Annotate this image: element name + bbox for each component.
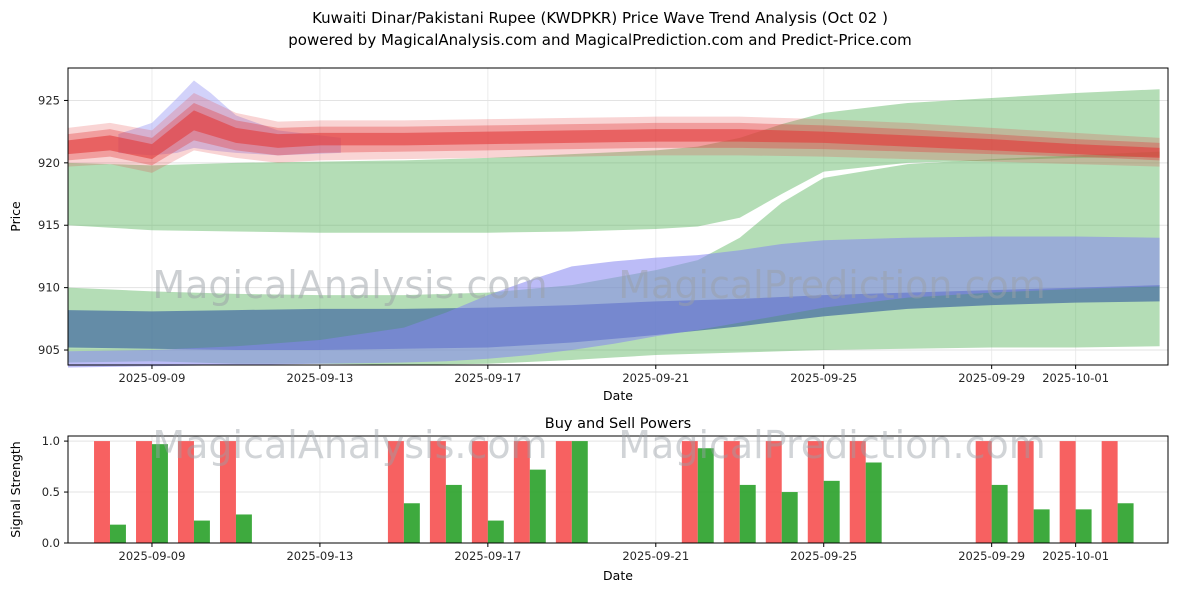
watermark-analysis: MagicalAnalysis.com bbox=[152, 263, 547, 307]
y-axis-label: Signal Strength bbox=[8, 441, 23, 537]
price-wave-chart: 905 910 915 920 925 2025-09-09 2025-09-13 2025-… bbox=[8, 67, 1169, 403]
buy-bar-2025-09-30 bbox=[1033, 509, 1050, 543]
figure-title: Kuwaiti Dinar/Pakistani Rupee (KWDPKR) P… bbox=[0, 8, 1200, 52]
sell-bar-2025-09-15 bbox=[387, 441, 404, 543]
x-tick-label: 2025-09-25 bbox=[790, 549, 857, 563]
sell-bar-2025-09-22 bbox=[681, 441, 698, 543]
buy-bar-2025-09-23 bbox=[739, 484, 756, 543]
buy-bar-2025-09-10 bbox=[193, 520, 210, 543]
buy-bar-2025-09-16 bbox=[445, 484, 462, 543]
x-axis-label: Date bbox=[603, 568, 633, 583]
x-tick-label: 2025-09-13 bbox=[286, 549, 353, 563]
sell-bar-2025-09-25 bbox=[807, 441, 824, 543]
x-tick-label: 2025-09-29 bbox=[958, 549, 1025, 563]
y-axis-label: Price bbox=[8, 201, 23, 232]
sell-bar-2025-09-19 bbox=[555, 441, 572, 543]
y-tick-label: 905 bbox=[38, 343, 60, 357]
band-red-inner bbox=[68, 110, 1160, 160]
band-periwinkle-forecast bbox=[68, 236, 1160, 368]
sell-bar-2025-09-29 bbox=[975, 441, 992, 543]
sell-bar-2025-09-08 bbox=[94, 441, 110, 543]
watermark-prediction: MagicalPrediction.com bbox=[618, 423, 1046, 467]
title-line-1: Kuwaiti Dinar/Pakistani Rupee (KWDPKR) P… bbox=[312, 9, 888, 27]
y-tick-label: 915 bbox=[38, 218, 60, 232]
buy-bar-2025-09-26 bbox=[865, 462, 882, 543]
buy-bar-2025-10-01 bbox=[1075, 509, 1092, 543]
x-tick-label: 2025-10-01 bbox=[1042, 549, 1109, 563]
sell-bar-2025-10-02 bbox=[1101, 441, 1118, 543]
sell-bar-2025-10-01 bbox=[1059, 441, 1076, 543]
watermark-analysis: MagicalAnalysis.com bbox=[152, 423, 547, 467]
sell-bar-2025-09-16 bbox=[429, 441, 446, 543]
band-green-upper bbox=[68, 89, 1160, 233]
buy-bar-2025-09-17 bbox=[487, 520, 504, 543]
x-tick-label: 2025-09-25 bbox=[790, 371, 857, 385]
x-tick-label: 2025-09-17 bbox=[454, 549, 521, 563]
buy-bar-2025-09-18 bbox=[529, 469, 546, 543]
x-tick-label: 2025-09-29 bbox=[958, 371, 1025, 385]
y-tick-label: 0.5 bbox=[42, 485, 60, 499]
buy-bar-2025-09-29 bbox=[991, 484, 1008, 543]
buy-bar-2025-09-25 bbox=[823, 480, 840, 543]
x-tick-label: 2025-09-09 bbox=[119, 371, 186, 385]
buy-bar-2025-09-09 bbox=[151, 444, 168, 543]
sell-bar-2025-09-17 bbox=[471, 441, 488, 543]
x-axis-label: Date bbox=[603, 388, 633, 403]
sell-bar-2025-09-26 bbox=[849, 441, 866, 543]
sell-bar-2025-09-10 bbox=[178, 441, 194, 543]
buy-bar-2025-09-19 bbox=[571, 441, 588, 543]
power-plot-frame bbox=[67, 435, 1169, 544]
x-tick-label: 2025-09-13 bbox=[286, 371, 353, 385]
sell-bar-2025-09-18 bbox=[513, 441, 530, 543]
buy-bar-2025-09-24 bbox=[781, 492, 798, 543]
x-tick-label: 2025-10-01 bbox=[1042, 371, 1109, 385]
sell-bar-2025-09-23 bbox=[723, 441, 740, 543]
buy-bar-2025-09-22 bbox=[697, 448, 714, 543]
buy-bar-2025-09-08 bbox=[109, 524, 126, 543]
x-tick-label: 2025-09-17 bbox=[454, 371, 521, 385]
buy-bar-2025-09-11 bbox=[235, 514, 252, 543]
y-tick-label: 1.0 bbox=[42, 434, 60, 448]
y-tick-label: 910 bbox=[38, 281, 60, 295]
sell-bar-2025-09-30 bbox=[1017, 441, 1034, 543]
y-tick-label: 0.0 bbox=[42, 536, 60, 550]
buy-bar-2025-09-15 bbox=[403, 503, 420, 543]
x-tick-label: 2025-09-09 bbox=[119, 549, 186, 563]
buy-bar-2025-10-02 bbox=[1117, 503, 1134, 543]
x-tick-label: 2025-09-21 bbox=[622, 549, 689, 563]
sell-bar-2025-09-09 bbox=[136, 441, 152, 543]
y-tick-label: 925 bbox=[38, 93, 60, 107]
sell-bar-2025-09-11 bbox=[219, 441, 236, 543]
title-line-2: powered by MagicalAnalysis.com and Magic… bbox=[288, 30, 912, 49]
sell-bar-2025-09-24 bbox=[765, 441, 782, 543]
watermark-prediction: MagicalPrediction.com bbox=[618, 263, 1046, 307]
x-tick-label: 2025-09-21 bbox=[622, 371, 689, 385]
y-tick-label: 920 bbox=[38, 156, 60, 170]
subplot-title: Buy and Sell Powers bbox=[545, 416, 691, 432]
price-plot-frame bbox=[67, 67, 1169, 366]
buy-sell-power-chart: Buy and Sell Powers 0.0 0.5 1.0 2025-09-09 20… bbox=[8, 416, 1169, 583]
